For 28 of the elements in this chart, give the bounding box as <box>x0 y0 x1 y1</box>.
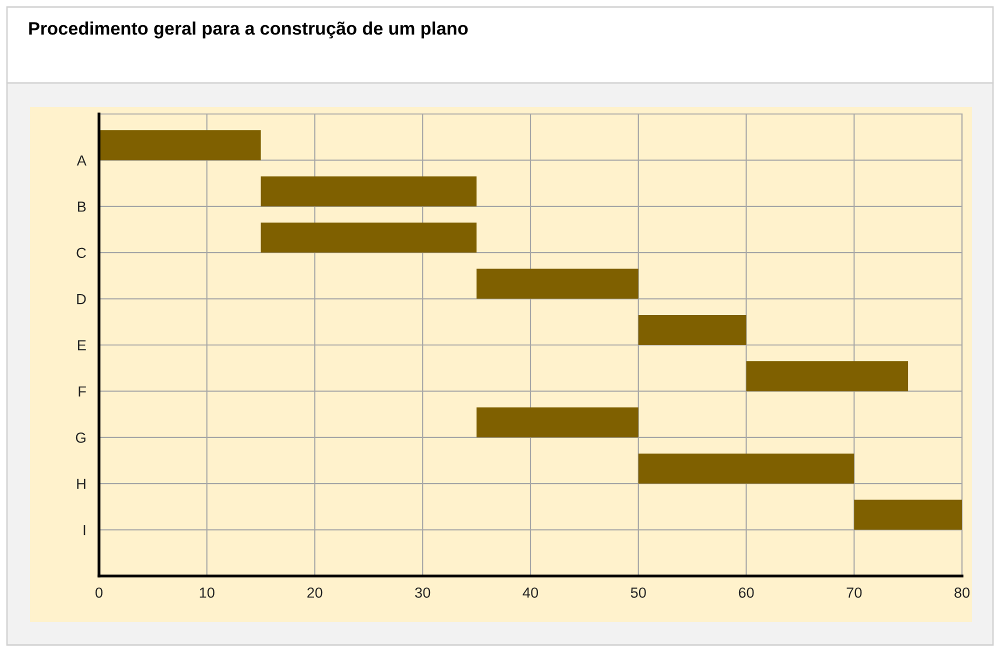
y-tick-label: F <box>78 386 86 396</box>
bar <box>854 500 962 530</box>
y-tick-label: B <box>78 202 86 212</box>
x-tick-label: 40 <box>522 587 538 598</box>
bar <box>476 407 638 438</box>
y-tick-label: D <box>77 294 86 304</box>
x-tick-label: 0 <box>96 587 102 598</box>
bar <box>476 268 638 299</box>
bar <box>99 130 261 160</box>
y-tick-label: G <box>76 432 86 443</box>
y-tick-label: C <box>76 248 86 258</box>
x-tick-label: 50 <box>630 587 646 598</box>
bar <box>260 222 477 253</box>
y-tick-label: E <box>78 340 86 350</box>
y-tick-label: A <box>76 155 86 166</box>
x-tick-label: 20 <box>307 587 322 598</box>
x-tick-label: 60 <box>738 587 754 598</box>
bar <box>638 314 746 345</box>
bar <box>746 361 908 392</box>
x-tick-label: 10 <box>200 587 214 598</box>
y-tick-label: I <box>84 525 86 536</box>
chart-title: Procedimento geral para a construção de um plano <box>29 22 468 38</box>
bar <box>260 176 477 206</box>
x-tick-label: 30 <box>415 587 430 598</box>
x-tick-label: 70 <box>846 587 862 598</box>
bar <box>638 454 854 484</box>
y-tick-label: H <box>77 478 86 489</box>
x-tick-label: 80 <box>954 587 970 598</box>
